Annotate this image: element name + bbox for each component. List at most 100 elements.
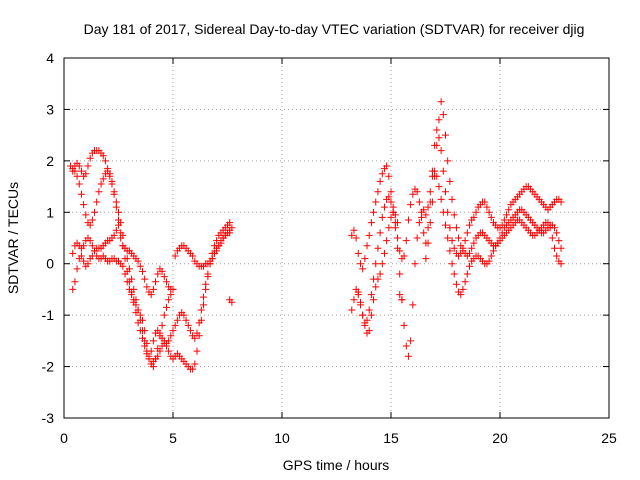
data-point — [553, 252, 561, 260]
data-point — [446, 247, 454, 255]
data-point — [402, 237, 410, 245]
data-point — [73, 172, 81, 180]
data-point — [152, 278, 160, 286]
data-point — [420, 229, 428, 237]
data-point — [138, 334, 146, 342]
data-point — [404, 352, 412, 360]
data-point — [439, 208, 447, 216]
data-point — [450, 270, 458, 278]
data-point — [505, 206, 513, 214]
data-point — [470, 239, 478, 247]
data-point — [141, 275, 149, 283]
data-point — [173, 316, 181, 324]
data-point — [428, 198, 436, 206]
data-point — [374, 275, 382, 283]
data-point — [136, 262, 144, 270]
data-point — [437, 195, 445, 203]
data-point — [158, 321, 166, 329]
data-point — [409, 301, 417, 309]
data-point — [160, 311, 168, 319]
data-point — [385, 172, 393, 180]
data-point — [112, 226, 120, 234]
data-point — [200, 301, 208, 309]
data-point — [165, 347, 173, 355]
data-point — [149, 363, 157, 371]
data-point — [167, 332, 175, 340]
data-point — [112, 203, 120, 211]
y-tick-label: 4 — [46, 50, 54, 66]
data-point — [551, 244, 558, 252]
data-point — [117, 234, 125, 242]
data-point — [165, 337, 173, 345]
data-point — [348, 306, 356, 314]
data-point — [147, 347, 155, 355]
data-point — [404, 216, 412, 224]
data-point — [553, 229, 561, 237]
data-point — [415, 198, 423, 206]
data-point — [367, 311, 375, 319]
data-point — [463, 229, 471, 237]
data-point — [152, 355, 160, 363]
data-point — [197, 306, 205, 314]
data-point — [202, 280, 210, 288]
data-point — [82, 170, 90, 178]
x-tick-label: 20 — [492, 430, 508, 446]
y-tick-label: 2 — [46, 153, 54, 169]
data-point — [77, 190, 85, 198]
data-point — [380, 203, 388, 211]
data-point — [424, 239, 432, 247]
data-point — [370, 208, 378, 216]
data-point — [400, 252, 408, 260]
data-point — [459, 285, 467, 293]
data-point — [156, 332, 164, 340]
data-point — [99, 175, 107, 183]
data-point — [409, 190, 417, 198]
data-point — [498, 229, 506, 237]
data-point — [411, 260, 419, 268]
data-point — [191, 360, 199, 368]
data-point — [503, 211, 511, 219]
data-point — [169, 327, 177, 335]
data-point — [365, 306, 373, 314]
x-tick-label: 15 — [383, 430, 399, 446]
y-tick-label: 1 — [46, 204, 54, 220]
data-point — [88, 252, 96, 260]
data-point — [363, 316, 371, 324]
data-point — [77, 167, 85, 175]
series-track-d — [69, 221, 236, 306]
x-tick-label: 10 — [274, 430, 290, 446]
data-point — [86, 221, 94, 229]
data-point — [420, 206, 428, 214]
data-point — [86, 154, 94, 162]
data-point — [134, 257, 142, 265]
data-point — [191, 334, 199, 342]
data-point — [359, 265, 367, 273]
data-point — [134, 306, 142, 314]
data-point — [86, 237, 94, 245]
data-point — [551, 224, 558, 232]
data-point — [154, 270, 162, 278]
data-point — [226, 219, 234, 227]
data-point — [394, 219, 402, 227]
data-point — [485, 208, 493, 216]
data-point — [439, 167, 447, 175]
data-point — [77, 252, 85, 260]
data-point — [448, 260, 456, 268]
data-point — [387, 198, 395, 206]
data-point — [496, 234, 504, 242]
data-point — [372, 260, 380, 268]
data-point — [354, 291, 362, 299]
data-point — [138, 316, 146, 324]
data-point — [450, 211, 458, 219]
data-point — [446, 177, 454, 185]
y-tick-label: 3 — [46, 101, 54, 117]
data-point — [363, 242, 371, 250]
data-point — [69, 285, 77, 293]
data-point — [80, 257, 88, 265]
data-point — [365, 231, 373, 239]
data-point — [189, 365, 197, 373]
data-point — [444, 157, 452, 165]
data-point — [169, 285, 177, 293]
data-point — [433, 141, 441, 149]
data-point — [370, 296, 378, 304]
